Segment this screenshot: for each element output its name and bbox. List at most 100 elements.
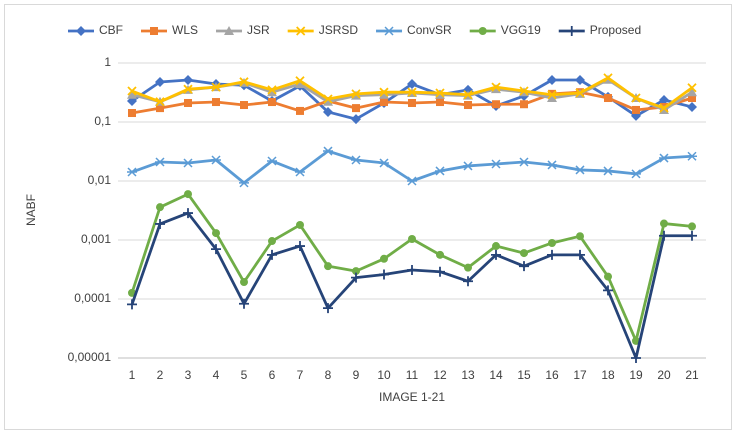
marker — [239, 298, 249, 309]
marker — [436, 250, 444, 259]
legend-label: CBF — [99, 23, 123, 37]
marker — [603, 285, 613, 296]
marker — [407, 176, 417, 186]
marker — [351, 155, 361, 165]
marker — [380, 254, 388, 263]
marker — [224, 26, 235, 35]
x-tick-label: 17 — [573, 368, 587, 382]
marker — [407, 265, 417, 276]
marker — [379, 158, 389, 168]
y-tick-label: 0,00001 — [68, 350, 112, 364]
marker — [631, 93, 641, 103]
marker — [687, 83, 697, 93]
marker — [351, 272, 361, 283]
y-tick-label: 0,1 — [94, 114, 111, 128]
y-tick-label: 0,0001 — [74, 291, 111, 305]
marker — [492, 100, 500, 109]
marker — [575, 249, 585, 260]
marker — [463, 161, 473, 171]
marker — [631, 353, 641, 363]
marker — [295, 79, 305, 89]
marker — [407, 87, 417, 97]
marker — [268, 237, 276, 246]
marker — [127, 299, 137, 310]
marker — [687, 151, 697, 161]
marker — [323, 106, 333, 117]
marker — [323, 94, 333, 104]
marker — [408, 98, 416, 107]
marker — [519, 86, 529, 96]
marker — [464, 101, 472, 110]
marker — [240, 101, 248, 110]
marker — [575, 75, 585, 86]
marker — [492, 242, 500, 251]
marker — [352, 267, 360, 276]
legend-label: ConvSR — [407, 23, 452, 37]
x-tick-label: 12 — [433, 368, 447, 382]
legend-label: VGG19 — [501, 23, 541, 37]
marker — [296, 220, 304, 229]
marker — [211, 244, 221, 255]
x-tick-label: 3 — [185, 368, 192, 382]
marker — [211, 82, 221, 92]
marker — [603, 166, 613, 176]
marker — [491, 82, 501, 92]
marker — [576, 232, 584, 241]
marker — [240, 278, 248, 287]
marker — [604, 94, 612, 103]
marker — [688, 222, 696, 231]
x-tick-label: 4 — [213, 368, 220, 382]
marker — [296, 26, 306, 36]
marker — [296, 106, 304, 115]
marker — [380, 98, 388, 107]
marker — [435, 166, 445, 176]
marker — [323, 96, 333, 106]
legend-label: Proposed — [590, 23, 641, 37]
marker — [295, 76, 305, 86]
x-tick-label: 15 — [517, 368, 531, 382]
marker — [520, 100, 528, 109]
marker — [155, 97, 165, 107]
marker — [150, 27, 158, 35]
marker — [211, 155, 221, 165]
marker — [379, 87, 389, 97]
marker — [184, 190, 192, 199]
marker — [566, 26, 577, 36]
marker — [127, 167, 137, 177]
marker — [239, 178, 249, 188]
marker — [239, 77, 249, 87]
chart-border — [4, 4, 732, 430]
marker — [436, 98, 444, 107]
marker — [463, 276, 473, 287]
legend-label: WLS — [172, 23, 198, 37]
marker — [547, 75, 557, 86]
marker — [407, 79, 417, 90]
marker — [632, 336, 640, 345]
marker — [155, 218, 165, 229]
legend-label: JSRSD — [319, 23, 359, 37]
marker — [267, 87, 277, 97]
marker — [295, 167, 305, 177]
marker — [687, 101, 697, 112]
marker — [323, 146, 333, 156]
x-tick-label: 10 — [377, 368, 391, 382]
marker — [687, 87, 697, 97]
x-axis-label: IMAGE 1-21 — [379, 390, 445, 404]
marker — [267, 85, 277, 95]
marker — [632, 105, 640, 114]
marker — [659, 153, 669, 163]
marker — [267, 156, 277, 166]
marker — [519, 261, 529, 272]
marker — [183, 208, 193, 219]
marker — [212, 98, 220, 107]
marker — [212, 229, 220, 238]
marker — [183, 158, 193, 168]
x-tick-label: 14 — [489, 368, 503, 382]
marker — [519, 157, 529, 167]
marker — [379, 269, 389, 280]
marker — [547, 160, 557, 170]
y-tick-label: 0,01 — [88, 173, 112, 187]
marker — [478, 27, 487, 35]
marker — [491, 249, 501, 260]
marker — [687, 230, 697, 241]
